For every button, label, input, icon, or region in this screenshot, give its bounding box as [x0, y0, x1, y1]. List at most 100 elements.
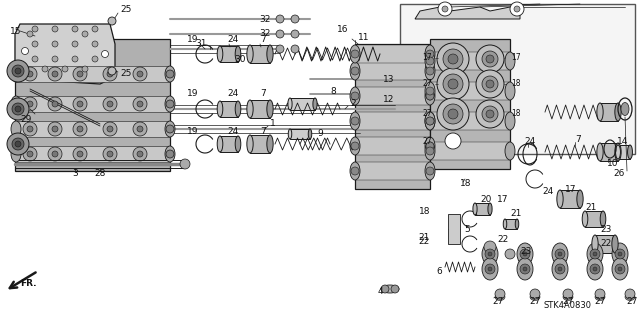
Bar	[15, 39, 170, 171]
Circle shape	[381, 285, 389, 293]
Circle shape	[92, 56, 98, 62]
Circle shape	[52, 71, 58, 77]
Circle shape	[482, 76, 498, 92]
Ellipse shape	[236, 46, 241, 62]
Text: 18: 18	[511, 109, 520, 118]
Circle shape	[72, 41, 78, 47]
Circle shape	[351, 142, 359, 150]
Circle shape	[7, 133, 29, 155]
Bar	[355, 44, 430, 189]
Circle shape	[23, 67, 37, 81]
Circle shape	[590, 249, 600, 259]
Circle shape	[107, 71, 113, 77]
Bar	[290, 129, 310, 139]
Text: 27: 27	[422, 79, 432, 88]
Ellipse shape	[267, 45, 273, 63]
Ellipse shape	[308, 129, 312, 139]
Ellipse shape	[350, 137, 360, 155]
Text: 24: 24	[227, 90, 239, 99]
Bar	[290, 98, 315, 110]
Circle shape	[555, 264, 565, 274]
Ellipse shape	[615, 103, 621, 121]
Bar	[15, 146, 170, 162]
Circle shape	[137, 101, 143, 107]
Bar	[475, 203, 490, 215]
Circle shape	[590, 264, 600, 274]
Circle shape	[593, 252, 597, 256]
Text: 22: 22	[497, 234, 508, 243]
Circle shape	[62, 66, 68, 72]
Text: 24: 24	[227, 34, 239, 43]
Ellipse shape	[517, 243, 533, 265]
Ellipse shape	[505, 52, 515, 70]
Ellipse shape	[552, 258, 568, 280]
Circle shape	[73, 122, 87, 136]
Ellipse shape	[625, 293, 635, 300]
Ellipse shape	[503, 219, 507, 229]
Text: 21: 21	[585, 203, 596, 211]
Circle shape	[505, 249, 515, 259]
Circle shape	[426, 57, 434, 65]
Ellipse shape	[577, 190, 583, 208]
Polygon shape	[15, 24, 115, 84]
Circle shape	[276, 30, 284, 38]
Bar	[600, 103, 618, 121]
Ellipse shape	[505, 82, 515, 100]
Circle shape	[12, 103, 24, 115]
Circle shape	[133, 147, 147, 161]
Ellipse shape	[612, 258, 628, 280]
Bar	[400, 4, 635, 154]
Ellipse shape	[425, 112, 435, 130]
Text: 11: 11	[358, 33, 369, 41]
Circle shape	[523, 252, 527, 256]
Bar	[15, 121, 170, 137]
Circle shape	[558, 267, 562, 271]
Circle shape	[15, 68, 21, 74]
Circle shape	[486, 110, 494, 118]
Text: 27: 27	[563, 296, 573, 306]
Circle shape	[615, 249, 625, 259]
Text: 17: 17	[565, 184, 577, 194]
Ellipse shape	[597, 103, 603, 121]
Text: 24: 24	[524, 137, 536, 145]
Circle shape	[486, 55, 494, 63]
Text: 22: 22	[600, 240, 611, 249]
Circle shape	[426, 167, 434, 175]
Text: 10: 10	[607, 160, 618, 168]
Ellipse shape	[557, 190, 563, 208]
Circle shape	[618, 267, 622, 271]
Circle shape	[72, 56, 78, 62]
Circle shape	[485, 264, 495, 274]
Circle shape	[166, 100, 174, 108]
Bar	[355, 162, 430, 180]
Text: 5: 5	[464, 225, 470, 234]
Bar	[220, 136, 238, 152]
Ellipse shape	[425, 45, 435, 63]
Circle shape	[12, 138, 24, 150]
Ellipse shape	[425, 87, 435, 105]
Ellipse shape	[615, 143, 621, 161]
Circle shape	[426, 117, 434, 125]
Text: 20: 20	[480, 195, 492, 204]
Bar	[355, 45, 430, 63]
Circle shape	[351, 50, 359, 58]
Circle shape	[443, 104, 463, 124]
Circle shape	[476, 70, 504, 98]
Circle shape	[448, 109, 458, 119]
Ellipse shape	[582, 211, 588, 227]
Ellipse shape	[247, 45, 253, 63]
Ellipse shape	[425, 82, 435, 100]
Ellipse shape	[482, 243, 498, 265]
Ellipse shape	[267, 135, 273, 153]
Ellipse shape	[217, 46, 223, 62]
Ellipse shape	[350, 87, 360, 105]
Text: 31: 31	[195, 40, 207, 48]
Ellipse shape	[350, 45, 360, 63]
Text: 24: 24	[542, 187, 553, 196]
Circle shape	[166, 150, 174, 158]
Ellipse shape	[515, 219, 519, 229]
Ellipse shape	[313, 98, 317, 110]
Ellipse shape	[552, 243, 568, 265]
Ellipse shape	[425, 137, 435, 155]
Circle shape	[426, 147, 434, 155]
